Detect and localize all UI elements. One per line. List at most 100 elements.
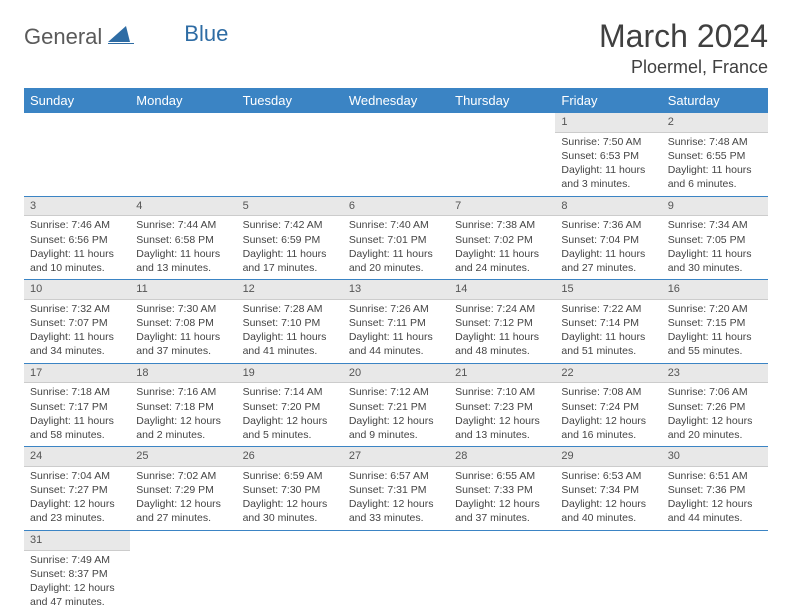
day-number: 24	[24, 447, 130, 467]
calendar-cell: 14Sunrise: 7:24 AMSunset: 7:12 PMDayligh…	[449, 280, 555, 364]
sunrise-text: Sunrise: 6:51 AM	[668, 469, 762, 483]
sunrise-text: Sunrise: 7:20 AM	[668, 302, 762, 316]
calendar-cell: 11Sunrise: 7:30 AMSunset: 7:08 PMDayligh…	[130, 280, 236, 364]
daylight-text: Daylight: 11 hours and 44 minutes.	[349, 330, 443, 358]
day-number: 10	[24, 280, 130, 300]
calendar-cell: 23Sunrise: 7:06 AMSunset: 7:26 PMDayligh…	[662, 363, 768, 447]
calendar-cell: 2Sunrise: 7:48 AMSunset: 6:55 PMDaylight…	[662, 113, 768, 196]
logo: General Blue	[24, 18, 228, 50]
daylight-text: Daylight: 11 hours and 24 minutes.	[455, 247, 549, 275]
day-content: Sunrise: 6:57 AMSunset: 7:31 PMDaylight:…	[343, 467, 449, 530]
daylight-text: Daylight: 12 hours and 37 minutes.	[455, 497, 549, 525]
sunrise-text: Sunrise: 7:26 AM	[349, 302, 443, 316]
sunset-text: Sunset: 6:56 PM	[30, 233, 124, 247]
sunrise-text: Sunrise: 7:02 AM	[136, 469, 230, 483]
day-header: Friday	[555, 88, 661, 113]
sunset-text: Sunset: 7:07 PM	[30, 316, 124, 330]
sunset-text: Sunset: 6:58 PM	[136, 233, 230, 247]
day-content: Sunrise: 7:10 AMSunset: 7:23 PMDaylight:…	[449, 383, 555, 446]
day-number: 23	[662, 364, 768, 384]
day-number: 2	[662, 113, 768, 133]
sunrise-text: Sunrise: 7:48 AM	[668, 135, 762, 149]
day-content: Sunrise: 6:59 AMSunset: 7:30 PMDaylight:…	[237, 467, 343, 530]
day-content: Sunrise: 6:55 AMSunset: 7:33 PMDaylight:…	[449, 467, 555, 530]
day-number: 11	[130, 280, 236, 300]
sunset-text: Sunset: 7:20 PM	[243, 400, 337, 414]
day-content: Sunrise: 7:02 AMSunset: 7:29 PMDaylight:…	[130, 467, 236, 530]
day-content: Sunrise: 7:30 AMSunset: 7:08 PMDaylight:…	[130, 300, 236, 363]
day-number: 7	[449, 197, 555, 217]
sunrise-text: Sunrise: 7:36 AM	[561, 218, 655, 232]
day-content: Sunrise: 7:26 AMSunset: 7:11 PMDaylight:…	[343, 300, 449, 363]
daylight-text: Daylight: 12 hours and 47 minutes.	[30, 581, 124, 609]
day-content: Sunrise: 6:53 AMSunset: 7:34 PMDaylight:…	[555, 467, 661, 530]
sunrise-text: Sunrise: 7:18 AM	[30, 385, 124, 399]
daylight-text: Daylight: 12 hours and 30 minutes.	[243, 497, 337, 525]
day-number: 28	[449, 447, 555, 467]
daylight-text: Daylight: 12 hours and 40 minutes.	[561, 497, 655, 525]
sunset-text: Sunset: 7:10 PM	[243, 316, 337, 330]
calendar-cell: 22Sunrise: 7:08 AMSunset: 7:24 PMDayligh…	[555, 363, 661, 447]
sunrise-text: Sunrise: 7:22 AM	[561, 302, 655, 316]
calendar-week: 17Sunrise: 7:18 AMSunset: 7:17 PMDayligh…	[24, 363, 768, 447]
day-header: Monday	[130, 88, 236, 113]
day-content: Sunrise: 7:06 AMSunset: 7:26 PMDaylight:…	[662, 383, 768, 446]
calendar-cell: 3Sunrise: 7:46 AMSunset: 6:56 PMDaylight…	[24, 196, 130, 280]
sunrise-text: Sunrise: 7:46 AM	[30, 218, 124, 232]
day-header: Thursday	[449, 88, 555, 113]
day-header-row: SundayMondayTuesdayWednesdayThursdayFrid…	[24, 88, 768, 113]
sunrise-text: Sunrise: 7:40 AM	[349, 218, 443, 232]
calendar-cell	[130, 530, 236, 613]
day-content: Sunrise: 7:08 AMSunset: 7:24 PMDaylight:…	[555, 383, 661, 446]
sunrise-text: Sunrise: 7:14 AM	[243, 385, 337, 399]
daylight-text: Daylight: 11 hours and 10 minutes.	[30, 247, 124, 275]
calendar-cell: 12Sunrise: 7:28 AMSunset: 7:10 PMDayligh…	[237, 280, 343, 364]
sunset-text: Sunset: 7:08 PM	[136, 316, 230, 330]
daylight-text: Daylight: 11 hours and 17 minutes.	[243, 247, 337, 275]
calendar-cell	[24, 113, 130, 196]
sunset-text: Sunset: 7:01 PM	[349, 233, 443, 247]
sunrise-text: Sunrise: 7:16 AM	[136, 385, 230, 399]
daylight-text: Daylight: 12 hours and 5 minutes.	[243, 414, 337, 442]
daylight-text: Daylight: 11 hours and 6 minutes.	[668, 163, 762, 191]
day-number: 5	[237, 197, 343, 217]
title-block: March 2024 Ploermel, France	[599, 18, 768, 78]
day-content: Sunrise: 7:46 AMSunset: 6:56 PMDaylight:…	[24, 216, 130, 279]
day-number: 22	[555, 364, 661, 384]
day-number: 27	[343, 447, 449, 467]
sunset-text: Sunset: 7:14 PM	[561, 316, 655, 330]
daylight-text: Daylight: 11 hours and 30 minutes.	[668, 247, 762, 275]
daylight-text: Daylight: 11 hours and 27 minutes.	[561, 247, 655, 275]
day-content: Sunrise: 7:42 AMSunset: 6:59 PMDaylight:…	[237, 216, 343, 279]
daylight-text: Daylight: 12 hours and 13 minutes.	[455, 414, 549, 442]
calendar-cell	[343, 113, 449, 196]
calendar-week: 10Sunrise: 7:32 AMSunset: 7:07 PMDayligh…	[24, 280, 768, 364]
sunset-text: Sunset: 7:29 PM	[136, 483, 230, 497]
day-content: Sunrise: 7:50 AMSunset: 6:53 PMDaylight:…	[555, 133, 661, 196]
calendar-cell: 30Sunrise: 6:51 AMSunset: 7:36 PMDayligh…	[662, 447, 768, 531]
sunrise-text: Sunrise: 7:06 AM	[668, 385, 762, 399]
calendar-cell: 24Sunrise: 7:04 AMSunset: 7:27 PMDayligh…	[24, 447, 130, 531]
calendar-week: 24Sunrise: 7:04 AMSunset: 7:27 PMDayligh…	[24, 447, 768, 531]
day-content: Sunrise: 7:04 AMSunset: 7:27 PMDaylight:…	[24, 467, 130, 530]
calendar-cell: 20Sunrise: 7:12 AMSunset: 7:21 PMDayligh…	[343, 363, 449, 447]
calendar-cell: 10Sunrise: 7:32 AMSunset: 7:07 PMDayligh…	[24, 280, 130, 364]
day-number: 31	[24, 531, 130, 551]
sunset-text: Sunset: 7:23 PM	[455, 400, 549, 414]
calendar-cell: 4Sunrise: 7:44 AMSunset: 6:58 PMDaylight…	[130, 196, 236, 280]
calendar-cell: 28Sunrise: 6:55 AMSunset: 7:33 PMDayligh…	[449, 447, 555, 531]
calendar-cell: 6Sunrise: 7:40 AMSunset: 7:01 PMDaylight…	[343, 196, 449, 280]
calendar-cell: 19Sunrise: 7:14 AMSunset: 7:20 PMDayligh…	[237, 363, 343, 447]
daylight-text: Daylight: 12 hours and 9 minutes.	[349, 414, 443, 442]
day-number: 15	[555, 280, 661, 300]
sunrise-text: Sunrise: 7:30 AM	[136, 302, 230, 316]
daylight-text: Daylight: 11 hours and 34 minutes.	[30, 330, 124, 358]
sunrise-text: Sunrise: 7:04 AM	[30, 469, 124, 483]
day-header: Tuesday	[237, 88, 343, 113]
sunrise-text: Sunrise: 7:34 AM	[668, 218, 762, 232]
sunset-text: Sunset: 6:59 PM	[243, 233, 337, 247]
daylight-text: Daylight: 12 hours and 16 minutes.	[561, 414, 655, 442]
daylight-text: Daylight: 11 hours and 37 minutes.	[136, 330, 230, 358]
daylight-text: Daylight: 11 hours and 48 minutes.	[455, 330, 549, 358]
calendar-cell: 15Sunrise: 7:22 AMSunset: 7:14 PMDayligh…	[555, 280, 661, 364]
